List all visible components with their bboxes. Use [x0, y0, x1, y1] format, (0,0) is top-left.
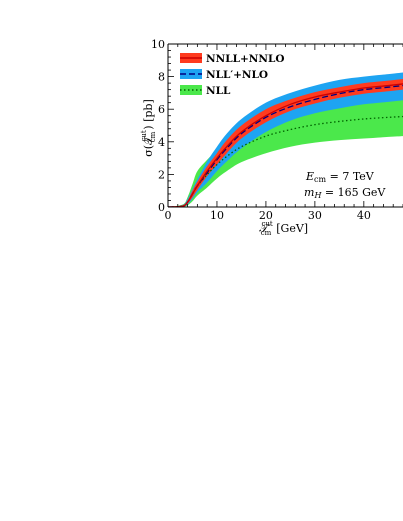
legend-label-0: NNLL+NNLO: [206, 53, 284, 65]
legend-label-2: NLL: [206, 85, 231, 97]
annotation-mh: mH = 165 GeV: [304, 186, 386, 200]
y-tick-label: 10: [151, 38, 165, 51]
x-tick-label: 10: [210, 209, 224, 222]
legend-entry-1: NLL′+NLO: [180, 69, 268, 81]
x-tick-label: 30: [308, 209, 322, 222]
legend-label-1: NLL′+NLO: [206, 69, 268, 81]
y-tick-label: 0: [158, 201, 165, 214]
band-1: [168, 72, 403, 207]
x-tick-label: 20: [259, 209, 273, 222]
x-tick-label: 0: [165, 209, 172, 222]
y-tick-label: 6: [158, 103, 165, 116]
legend-entry-0: NNLL+NNLO: [180, 53, 284, 65]
central-curves: [168, 83, 403, 207]
annotations: Ecm = 7 TeV mH = 165 GeV: [304, 170, 386, 200]
legend-entry-2: NLL: [180, 85, 231, 97]
series-line-0: [168, 83, 403, 207]
x-axis-title: 𝒯cut cm [GeV]: [259, 220, 308, 237]
uncertainty-bands: [168, 72, 403, 207]
legend: NNLL+NNLO NLL′+NLO NLL: [180, 53, 284, 97]
series-line-1: [168, 84, 403, 207]
axis-ticks: [167, 43, 403, 208]
y-axis-title: σ(𝒯cutcm) [pb]: [140, 99, 157, 157]
annotation-ecm: Ecm = 7 TeV: [305, 170, 375, 184]
y-tick-label: 4: [158, 136, 165, 149]
band-0: [168, 79, 403, 207]
tick-labels: 0 10 20 30 40 0 2 4 6 8 10: [151, 38, 371, 222]
y-tick-label: 8: [158, 71, 165, 84]
band-2: [168, 97, 403, 207]
legend-swatch-2: [180, 85, 202, 95]
y-tick-label: 2: [158, 168, 165, 181]
x-tick-label: 40: [357, 209, 371, 222]
